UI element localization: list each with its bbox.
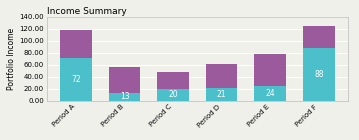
Text: 21: 21 bbox=[217, 90, 227, 99]
Bar bbox=[255, 54, 286, 86]
Text: 88: 88 bbox=[314, 70, 323, 79]
Text: 13: 13 bbox=[120, 92, 130, 101]
Bar bbox=[255, 86, 286, 101]
Text: 20: 20 bbox=[168, 90, 178, 99]
Y-axis label: Portfolio Income: Portfolio Income bbox=[8, 28, 17, 90]
Bar bbox=[109, 93, 140, 101]
Bar bbox=[303, 26, 335, 48]
Bar bbox=[60, 30, 92, 58]
Bar bbox=[206, 88, 238, 101]
Bar bbox=[157, 72, 189, 89]
Text: Income Summary: Income Summary bbox=[47, 7, 126, 16]
Bar bbox=[206, 64, 238, 88]
Bar bbox=[109, 67, 140, 93]
Bar bbox=[60, 58, 92, 101]
Bar bbox=[157, 89, 189, 101]
Text: 24: 24 bbox=[265, 89, 275, 98]
Text: 72: 72 bbox=[71, 75, 81, 84]
Bar bbox=[303, 48, 335, 101]
